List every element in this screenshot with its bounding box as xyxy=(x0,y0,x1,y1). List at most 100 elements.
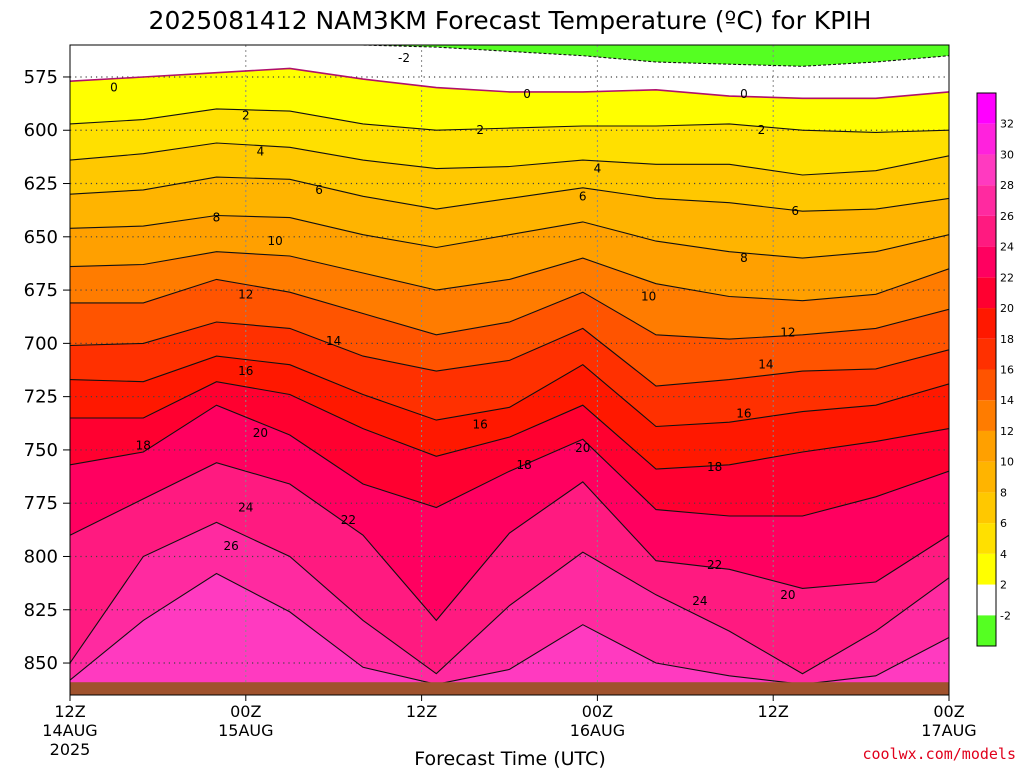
contour-label-16: 16 xyxy=(736,407,751,421)
temperature-bands xyxy=(70,45,949,695)
contour-label-10: 10 xyxy=(641,289,656,303)
colorbar-swatch xyxy=(977,215,996,247)
contour-0 xyxy=(70,67,949,100)
colorbar-swatch xyxy=(977,308,996,339)
colorbar-label: 4 xyxy=(1000,548,1007,561)
contour-label-2: 2 xyxy=(476,123,484,137)
contour-label-8: 8 xyxy=(740,251,748,265)
colorbar-frame xyxy=(976,92,997,647)
contour-label-18: 18 xyxy=(136,439,151,453)
contour-label-2: 2 xyxy=(758,123,766,137)
contour-label-12: 12 xyxy=(238,287,253,301)
x-tick-label-date: 14AUG xyxy=(42,721,97,740)
contour-label--2: -2 xyxy=(398,51,410,65)
contour-4 xyxy=(70,142,949,176)
x-tick-label-year: 2025 xyxy=(50,740,91,759)
contour-label-18: 18 xyxy=(517,458,532,472)
y-tick-label-800: 800 xyxy=(24,546,58,567)
credit-text: coolwx.com/models xyxy=(862,745,1016,763)
contour-label-0: 0 xyxy=(740,87,748,101)
contour-label-0: 0 xyxy=(110,81,118,95)
contour-label-20: 20 xyxy=(780,588,795,602)
contour-label-6: 6 xyxy=(579,189,587,203)
contour-label-6: 6 xyxy=(791,204,799,218)
y-tick-label-600: 600 xyxy=(24,120,58,141)
y-tick-label-700: 700 xyxy=(24,333,58,354)
contour-18 xyxy=(70,381,949,470)
colorbar-label: 10 xyxy=(1000,456,1014,469)
ground-surface xyxy=(70,682,949,695)
x-tick-label-time: 12Z xyxy=(54,702,85,721)
chart-title: 2025081412 NAM3KM Forecast Temperature (… xyxy=(149,6,872,35)
colorbar-swatch xyxy=(977,123,996,155)
contour-label-22: 22 xyxy=(707,558,722,572)
x-tick-label-time: 00Z xyxy=(582,702,613,721)
contour-8 xyxy=(70,214,949,259)
y-tick-label-725: 725 xyxy=(24,387,58,408)
colorbar-swatch xyxy=(977,615,996,646)
colorbar-swatch xyxy=(977,185,996,216)
colorbar-swatch xyxy=(977,553,996,585)
contour-lines xyxy=(70,45,949,685)
grid-lines xyxy=(70,45,949,695)
contour-label-4: 4 xyxy=(257,145,265,159)
plot-frame xyxy=(69,44,950,696)
colorbar-label: 28 xyxy=(1000,179,1014,192)
colorbar-label: 6 xyxy=(1000,517,1007,530)
x-tick-label-date: 15AUG xyxy=(218,721,273,740)
contour-10 xyxy=(70,251,949,302)
x-tick-label-time: 00Z xyxy=(230,702,261,721)
y-tick-label-750: 750 xyxy=(24,440,58,461)
colorbar-swatch xyxy=(977,523,996,554)
colorbar-swatch xyxy=(977,400,996,431)
colorbar-swatch xyxy=(977,154,996,186)
colorbar-label: 14 xyxy=(1000,394,1014,407)
colorbar-swatch xyxy=(977,93,996,124)
contour-12 xyxy=(70,278,949,340)
x-tick-label-date: 17AUG xyxy=(921,721,976,740)
contour-label-20: 20 xyxy=(575,441,590,455)
contour-label-4: 4 xyxy=(594,162,602,176)
contour-label-12: 12 xyxy=(780,326,795,340)
contour-label-26: 26 xyxy=(224,539,239,553)
x-tick-label-date: 16AUG xyxy=(570,721,625,740)
contour-label-8: 8 xyxy=(213,211,221,225)
contour-label-20: 20 xyxy=(253,426,268,440)
contour-label-18: 18 xyxy=(707,460,722,474)
contour-label-16: 16 xyxy=(473,417,488,431)
band-above-26 xyxy=(70,573,949,695)
y-tick-label-650: 650 xyxy=(24,227,58,248)
contour-label-16: 16 xyxy=(238,364,253,378)
colorbar-swatch xyxy=(977,277,996,309)
contour-16 xyxy=(70,355,949,428)
y-tick-label-775: 775 xyxy=(24,493,58,514)
colorbar-swatch xyxy=(977,492,996,524)
y-tick-label-675: 675 xyxy=(24,280,58,301)
contour-label-22: 22 xyxy=(341,513,356,527)
colorbar-label: -2 xyxy=(1000,609,1011,622)
colorbar-swatch xyxy=(977,430,996,462)
colorbar-label: 30 xyxy=(1000,148,1014,161)
colorbar-label: 16 xyxy=(1000,364,1014,377)
colorbar-label: 26 xyxy=(1000,210,1014,223)
colorbar-label: 32 xyxy=(1000,118,1014,131)
colorbar-swatch xyxy=(977,369,996,401)
y-tick-label-575: 575 xyxy=(24,67,58,88)
contour-22 xyxy=(70,462,949,622)
contour-20 xyxy=(70,404,949,517)
y-tick-label-825: 825 xyxy=(24,600,58,621)
contour-2 xyxy=(70,108,949,133)
x-tick-label-time: 12Z xyxy=(758,702,789,721)
contour-label-14: 14 xyxy=(758,358,773,372)
colorbar-label: 18 xyxy=(1000,333,1014,346)
contour-6 xyxy=(70,176,949,212)
colorbar-swatch xyxy=(977,461,996,493)
contour-label-10: 10 xyxy=(267,234,282,248)
colorbar-swatch xyxy=(977,246,996,278)
colorbar-label: 2 xyxy=(1000,579,1007,592)
colorbar-swatch xyxy=(977,584,996,616)
contour-label-2: 2 xyxy=(242,108,250,122)
